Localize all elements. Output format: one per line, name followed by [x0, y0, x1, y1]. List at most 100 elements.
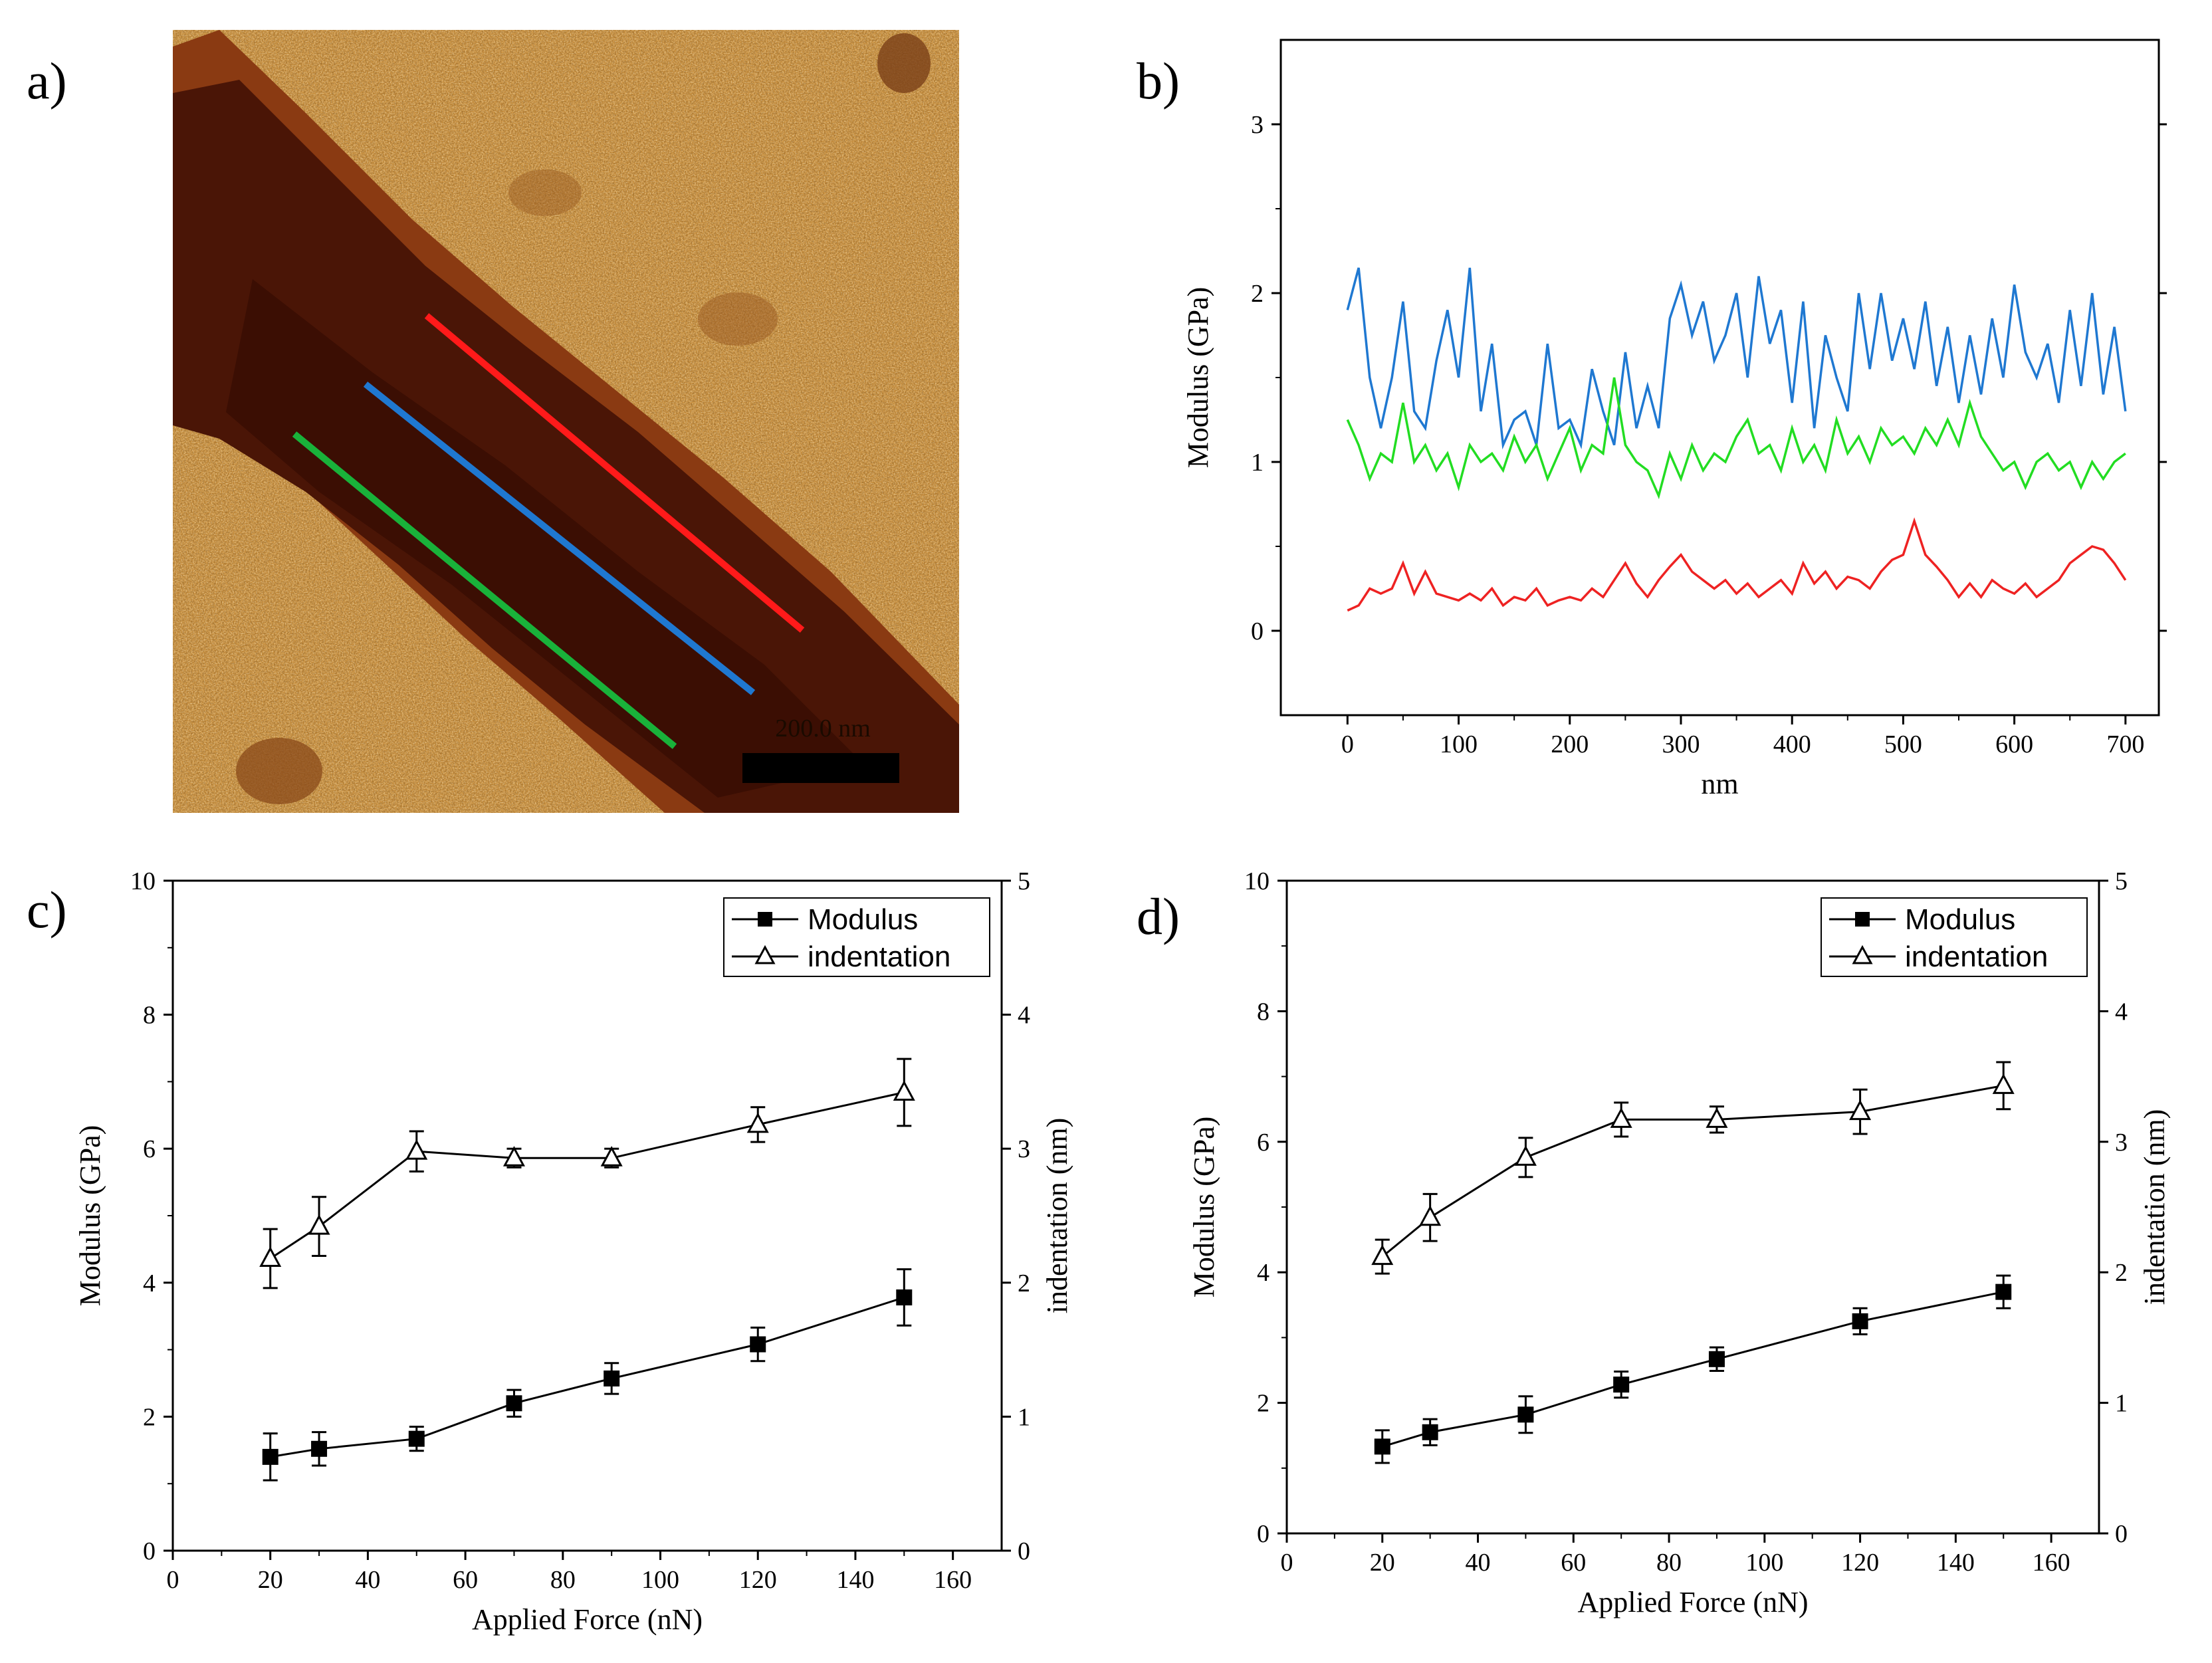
y-tick-label: 3	[1251, 111, 1264, 139]
afm-blob	[877, 33, 931, 93]
chart-c: 0 20 40 60 80 100 120 140 1600246810012345Applie…	[74, 867, 1073, 1636]
plot-frame	[1285, 879, 2100, 1535]
legend-label: indentation	[1905, 941, 2048, 973]
y2-tick-label: 3	[1018, 1135, 1030, 1163]
y-tick-label: 10	[130, 867, 156, 895]
data-point-square	[1613, 1377, 1630, 1393]
data-point-triangle	[1706, 1107, 1728, 1128]
data-point-triangle	[259, 1246, 282, 1268]
series-line-Modulus	[1382, 1291, 2004, 1448]
y2-tick-label: 4	[2115, 998, 2128, 1026]
panel-label-a: a)	[27, 52, 67, 110]
data-point-square	[896, 1289, 913, 1305]
x-tick-label: 120	[1841, 1549, 1879, 1577]
panel-label-b: b)	[1137, 52, 1180, 110]
y2-axis-title: indentation (nm)	[1041, 1118, 1073, 1314]
data-point-square	[311, 1440, 328, 1457]
y2-tick-label: 3	[2115, 1129, 2128, 1157]
x-tick-label: 40	[355, 1566, 380, 1594]
data-point-triangle	[1992, 1073, 2015, 1094]
x-tick-label: 140	[836, 1566, 874, 1594]
y-axis-title: Modulus (GPa)	[1182, 287, 1214, 469]
y2-tick-label: 0	[1018, 1537, 1030, 1565]
series-line-indentation	[1381, 1084, 2004, 1258]
x-tick-label: 20	[258, 1566, 283, 1594]
y2-axis-title: indentation (nm)	[2138, 1109, 2171, 1305]
data-point-square	[1852, 1313, 1868, 1329]
data-point-square	[604, 1370, 620, 1386]
x-tick-label: 300	[1662, 730, 1700, 758]
plot-frame	[171, 879, 1003, 1552]
y-tick-label: 2	[1257, 1390, 1270, 1418]
x-tick-label: 100	[641, 1566, 679, 1594]
legend-marker-square	[1855, 912, 1870, 927]
panel-label-d: d)	[1137, 887, 1180, 945]
data-point-triangle	[308, 1214, 330, 1235]
x-axis-title: Applied Force (nN)	[472, 1603, 703, 1636]
data-point-triangle	[1610, 1107, 1632, 1128]
x-tick-label: 0	[1341, 730, 1354, 758]
x-tick-label: 600	[1995, 730, 2033, 758]
y-tick-label: 2	[1251, 280, 1264, 308]
legend-marker-triangle	[1852, 944, 1873, 964]
data-point-triangle	[893, 1080, 915, 1101]
x-tick-label: 0	[167, 1566, 179, 1594]
y-tick-label: 4	[143, 1270, 156, 1297]
x-tick-label: 60	[1561, 1549, 1586, 1577]
data-point-square	[408, 1430, 425, 1447]
plot-frame	[1279, 39, 2160, 717]
y-tick-label: 4	[1257, 1259, 1270, 1287]
data-point-triangle	[1849, 1099, 1872, 1121]
y2-tick-label: 1	[2115, 1390, 2128, 1418]
series-line-Modulus	[270, 1296, 905, 1458]
y2-tick-label: 5	[2115, 867, 2128, 895]
y-axis-title: Modulus (GPa)	[74, 1125, 106, 1307]
y2-tick-label: 2	[1018, 1270, 1030, 1297]
y-tick-label: 8	[143, 1002, 156, 1030]
y-tick-label: 10	[1244, 867, 1270, 895]
chart-d: 0 20 40 60 80 100 120 140 1600246810012345Applie…	[1188, 867, 2171, 1618]
data-point-square	[1708, 1351, 1725, 1367]
afm-fiber-core	[226, 279, 864, 798]
series-line-0	[1346, 267, 2127, 450]
x-tick-label: 100	[1745, 1549, 1783, 1577]
data-point-square	[750, 1336, 766, 1353]
data-point-triangle	[600, 1146, 623, 1166]
x-tick-label: 40	[1466, 1549, 1491, 1577]
data-point-square	[1422, 1424, 1438, 1440]
profile-line-red	[424, 313, 805, 633]
data-point-triangle	[746, 1112, 769, 1133]
profile-line-green	[292, 431, 677, 749]
data-point-triangle	[1371, 1244, 1394, 1266]
data-point-square	[1995, 1283, 2012, 1300]
x-tick-label: 0	[1281, 1549, 1293, 1577]
data-point-triangle	[1514, 1145, 1537, 1166]
x-tick-label: 120	[739, 1566, 777, 1594]
y-tick-label: 8	[1257, 998, 1270, 1026]
x-tick-label: 80	[550, 1566, 576, 1594]
data-point-square	[506, 1395, 522, 1412]
chart-b: 0 100 200 300 400 500 600 700 0 1 2 3 nm Modulus (GPa…	[1182, 39, 2167, 800]
data-point-triangle	[405, 1139, 428, 1160]
legend-marker-triangle	[754, 944, 776, 964]
y2-tick-label: 0	[2115, 1520, 2128, 1548]
y2-tick-label: 1	[1018, 1403, 1030, 1431]
afm-blob	[698, 292, 778, 346]
scale-bar-label: 200.0 nm	[775, 715, 871, 742]
y-tick-label: 1	[1251, 449, 1264, 477]
scale-bar	[742, 753, 899, 783]
data-point-square	[262, 1448, 278, 1465]
series-line-2	[1347, 517, 2127, 612]
data-point-triangle	[502, 1146, 525, 1166]
x-tick-label: 80	[1656, 1549, 1682, 1577]
x-axis-title: nm	[1701, 768, 1738, 800]
x-tick-label: 400	[1773, 730, 1811, 758]
x-tick-label: 60	[453, 1566, 478, 1594]
data-point-triangle	[1419, 1205, 1442, 1226]
y-tick-label: 0	[1251, 617, 1264, 645]
x-tick-label: 200	[1551, 730, 1589, 758]
y2-tick-label: 4	[1018, 1002, 1030, 1030]
y-tick-label: 6	[1257, 1129, 1270, 1157]
panel-label-c: c)	[27, 881, 67, 939]
